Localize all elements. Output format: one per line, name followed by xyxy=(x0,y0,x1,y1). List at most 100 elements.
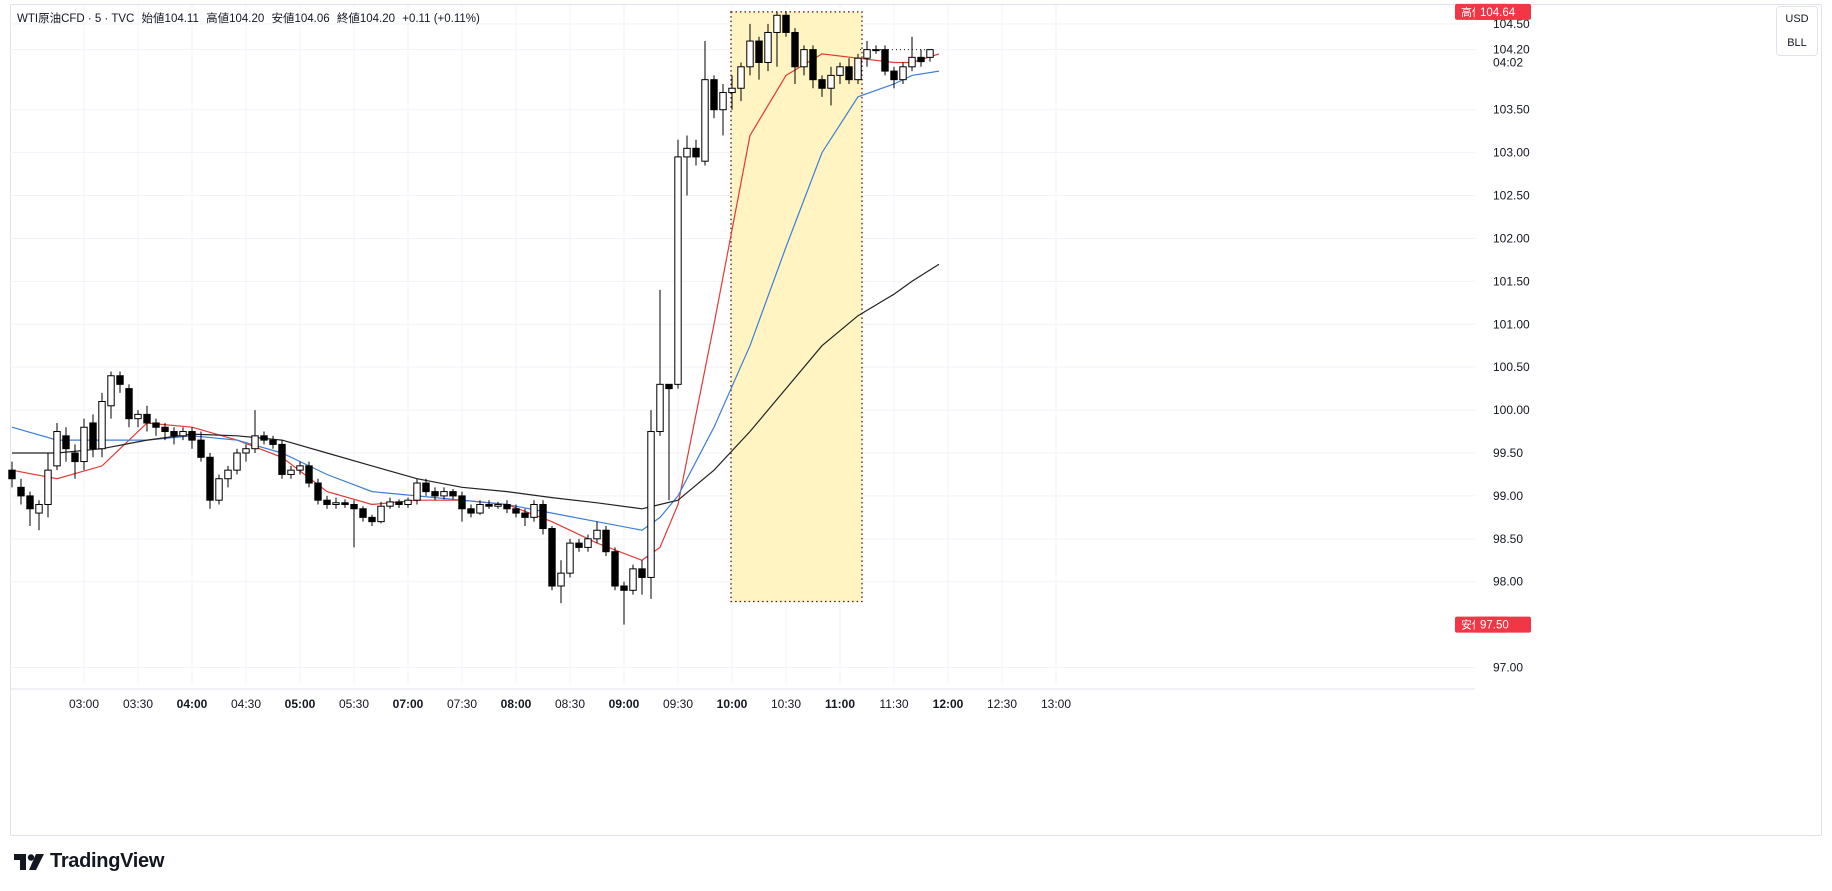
candle-down xyxy=(197,439,205,458)
y-axis-tick-label: 102.50 xyxy=(1493,189,1530,203)
x-axis-tick-label: 04:30 xyxy=(231,697,261,711)
high-label: 高値 xyxy=(206,13,230,25)
candle-down xyxy=(17,486,25,497)
x-axis-tick-label: 03:30 xyxy=(123,697,153,711)
candle-down xyxy=(485,503,493,507)
candle-up xyxy=(683,147,691,158)
candle-up xyxy=(566,542,574,574)
candle-down xyxy=(26,495,34,510)
candle-down xyxy=(503,503,511,510)
candle-up xyxy=(530,503,538,518)
brand-name: TradingView xyxy=(50,850,165,872)
candle-up xyxy=(647,431,655,578)
candle-down xyxy=(620,585,628,591)
high-badge-value: 104.64 xyxy=(1480,7,1516,19)
candle-up xyxy=(863,49,871,59)
candle-down xyxy=(188,431,196,441)
candle-down xyxy=(305,465,313,484)
candle-up xyxy=(251,435,259,450)
moving-average-line-1 xyxy=(11,53,940,561)
candle-up xyxy=(737,66,745,89)
x-axis-tick-label: 11:00 xyxy=(825,697,855,711)
candle-down xyxy=(467,508,475,514)
candle-down xyxy=(269,439,277,445)
high-value-badge xyxy=(1475,3,1531,20)
candle-up xyxy=(629,568,637,591)
candle-down xyxy=(449,491,457,497)
candle-up xyxy=(836,66,844,76)
y-axis-tick-label: 101.50 xyxy=(1493,274,1530,288)
x-axis-tick-label: 07:30 xyxy=(447,697,477,711)
open-label: 始値 xyxy=(141,13,165,25)
highlight-rectangle xyxy=(730,11,863,603)
y-axis-tick-label: 103.00 xyxy=(1493,146,1530,160)
x-axis-tick-label: 12:00 xyxy=(933,697,964,711)
candle-down xyxy=(755,40,763,64)
open-value: 104.11 xyxy=(164,13,199,25)
close-label: 終値 xyxy=(336,13,360,25)
y-axis-tick-label: 100.00 xyxy=(1493,403,1530,417)
y-axis-tick-label: 102.00 xyxy=(1493,231,1530,245)
candle-up xyxy=(233,452,241,471)
candle-down xyxy=(359,508,367,518)
low-label: 安値 xyxy=(271,13,295,25)
candle-up xyxy=(908,56,916,68)
candle-down xyxy=(548,528,556,587)
y-axis-tick-label: 104.20 xyxy=(1493,43,1530,57)
y-axis-tick-label: 104.50 xyxy=(1493,17,1530,31)
candle-up xyxy=(728,87,736,94)
change-value: +0.11 (+0.11%) xyxy=(402,13,480,25)
candle-up xyxy=(179,431,187,437)
x-axis-tick-label: 03:00 xyxy=(69,697,99,711)
x-axis-tick-label: 05:00 xyxy=(285,697,316,711)
candle-up xyxy=(215,478,223,501)
close-value: 104.20 xyxy=(359,13,396,25)
candle-down xyxy=(278,443,286,475)
candle-down xyxy=(539,503,547,530)
currency-unit-selector[interactable]: USD BLL xyxy=(1776,6,1818,56)
candle-down xyxy=(710,79,718,111)
candle-down xyxy=(206,456,214,501)
candle-up xyxy=(332,502,340,505)
candle-up xyxy=(224,469,232,480)
candle-down xyxy=(71,452,79,463)
candle-up xyxy=(440,491,448,497)
chart-legend: WTI原油CFD · 5 · TVC 始値104.11 高値104.20 安値1… xyxy=(17,10,484,26)
candle-down xyxy=(791,31,799,68)
candle-up xyxy=(242,448,250,454)
candle-up xyxy=(656,383,664,433)
candle-up xyxy=(773,14,781,33)
candle-down xyxy=(881,49,889,72)
candle-up xyxy=(98,401,106,450)
candle-up xyxy=(494,503,502,507)
unit-label[interactable]: BLL xyxy=(1787,37,1807,49)
candle-up xyxy=(764,31,772,64)
candle-up xyxy=(386,501,394,507)
x-axis-tick-label: 12:30 xyxy=(987,697,1017,711)
candle-down xyxy=(890,70,898,81)
candle-up xyxy=(854,57,862,81)
y-axis-tick-label: 97.00 xyxy=(1493,661,1523,675)
candle-up xyxy=(584,538,592,548)
tradingview-brand[interactable]: TradingView xyxy=(14,850,164,873)
chart-frame xyxy=(10,4,1822,836)
bar-countdown-label: 04:02 xyxy=(1493,56,1523,70)
candle-down xyxy=(611,551,619,587)
candle-up xyxy=(53,431,61,467)
candle-down xyxy=(665,383,673,390)
y-axis-tick-label: 98.50 xyxy=(1493,532,1523,546)
x-axis-tick-label: 04:00 xyxy=(177,697,208,711)
candle-up xyxy=(287,469,295,475)
y-axis-tick-label: 99.00 xyxy=(1493,489,1523,503)
currency-label[interactable]: USD xyxy=(1785,13,1809,25)
x-axis-tick-label: 13:00 xyxy=(1041,697,1071,711)
candle-down xyxy=(170,431,178,437)
candle-up xyxy=(557,572,565,587)
symbol-label[interactable]: WTI原油CFD · 5 · TVC xyxy=(17,13,135,25)
candle-up xyxy=(926,49,934,58)
candle-down xyxy=(395,501,403,505)
candle-down xyxy=(161,426,169,433)
candle-down xyxy=(575,542,583,548)
candle-down xyxy=(323,499,331,505)
